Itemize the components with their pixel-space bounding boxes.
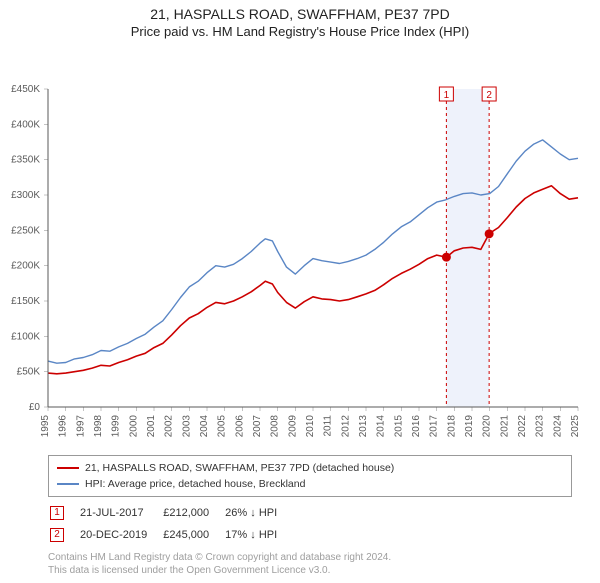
sale-marker-1: 1 [50,506,64,520]
svg-text:2011: 2011 [323,415,334,437]
svg-text:2002: 2002 [164,415,175,438]
svg-text:£100K: £100K [11,331,40,342]
svg-text:2012: 2012 [340,415,351,438]
svg-text:2023: 2023 [535,415,546,438]
svg-text:£0: £0 [29,402,41,413]
svg-text:1999: 1999 [111,415,122,438]
svg-text:£50K: £50K [17,367,41,378]
footer-note: Contains HM Land Registry data © Crown c… [48,551,572,577]
price-chart: £0 £50K £100K £150K £200K £250K £300K £350K £400… [0,39,600,449]
sale-pct-1: 26% ↓ HPI [225,503,291,523]
sale-row-1: 1 21-JUL-2017 £212,000 26% ↓ HPI [50,503,291,523]
svg-text:2001: 2001 [146,415,157,438]
svg-text:2017: 2017 [429,415,440,438]
titles: 21, HASPALLS ROAD, SWAFFHAM, PE37 7PD Pr… [0,0,600,39]
svg-text:2007: 2007 [252,415,263,438]
legend-swatch-hpi [57,483,79,485]
svg-text:£200K: £200K [11,261,40,272]
svg-text:£450K: £450K [11,84,40,95]
svg-text:£250K: £250K [11,225,40,236]
svg-text:2005: 2005 [217,415,228,438]
sale-date-2: 20-DEC-2019 [80,525,161,545]
svg-text:2019: 2019 [464,415,475,438]
sale-price-1: £212,000 [163,503,223,523]
svg-text:2010: 2010 [305,415,316,438]
sale-marker-2: 2 [50,528,64,542]
svg-text:2: 2 [486,90,492,101]
svg-text:1: 1 [444,90,450,101]
svg-text:£300K: £300K [11,190,40,201]
svg-text:2000: 2000 [128,415,139,438]
svg-text:1996: 1996 [58,415,69,438]
sale-row-2: 2 20-DEC-2019 £245,000 17% ↓ HPI [50,525,291,545]
svg-text:2014: 2014 [376,415,387,438]
legend-label-hpi: HPI: Average price, detached house, Brec… [85,476,305,492]
svg-text:2025: 2025 [570,415,581,438]
svg-text:1998: 1998 [93,415,104,438]
svg-text:2018: 2018 [446,415,457,438]
svg-text:1997: 1997 [75,415,86,438]
svg-text:2008: 2008 [270,415,281,438]
sale-pct-2: 17% ↓ HPI [225,525,291,545]
svg-text:2009: 2009 [287,415,298,438]
legend-label-property: 21, HASPALLS ROAD, SWAFFHAM, PE37 7PD (d… [85,460,394,476]
svg-text:1995: 1995 [40,415,51,438]
legend-row-property: 21, HASPALLS ROAD, SWAFFHAM, PE37 7PD (d… [57,460,563,476]
svg-text:2006: 2006 [234,415,245,438]
sale-date-1: 21-JUL-2017 [80,503,161,523]
svg-text:2015: 2015 [393,415,404,438]
svg-text:£150K: £150K [11,296,40,307]
legend-swatch-property [57,467,79,469]
svg-text:2024: 2024 [552,415,563,438]
svg-text:2022: 2022 [517,415,528,438]
svg-text:£400K: £400K [11,119,40,130]
title-main: 21, HASPALLS ROAD, SWAFFHAM, PE37 7PD [0,6,600,22]
svg-text:2016: 2016 [411,415,422,438]
sale-price-2: £245,000 [163,525,223,545]
footer-line-2: This data is licensed under the Open Gov… [48,564,572,577]
svg-text:2003: 2003 [181,415,192,438]
legend: 21, HASPALLS ROAD, SWAFFHAM, PE37 7PD (d… [48,455,572,497]
footer-line-1: Contains HM Land Registry data © Crown c… [48,551,572,564]
title-sub: Price paid vs. HM Land Registry's House … [0,24,600,39]
chart-container: 21, HASPALLS ROAD, SWAFFHAM, PE37 7PD Pr… [0,0,600,577]
svg-text:2020: 2020 [482,415,493,438]
svg-text:2013: 2013 [358,415,369,438]
legend-row-hpi: HPI: Average price, detached house, Brec… [57,476,563,492]
svg-text:2004: 2004 [199,415,210,438]
sales-table: 1 21-JUL-2017 £212,000 26% ↓ HPI 2 20-DE… [48,501,293,547]
svg-text:2021: 2021 [499,415,510,438]
svg-text:£350K: £350K [11,155,40,166]
